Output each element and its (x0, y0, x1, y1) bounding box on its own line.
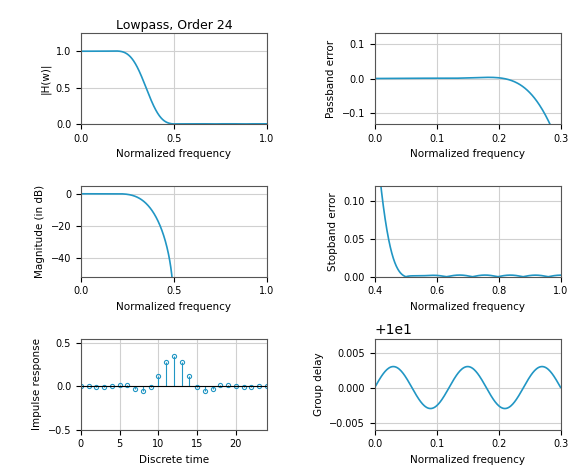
X-axis label: Normalized frequency: Normalized frequency (410, 149, 525, 159)
Y-axis label: Impulse response: Impulse response (32, 338, 42, 430)
X-axis label: Discrete time: Discrete time (139, 455, 209, 465)
X-axis label: Normalized frequency: Normalized frequency (116, 302, 231, 312)
Y-axis label: Passband error: Passband error (326, 40, 336, 118)
Y-axis label: Stopband error: Stopband error (328, 192, 338, 270)
Y-axis label: Group delay: Group delay (314, 352, 324, 416)
Title: Lowpass, Order 24: Lowpass, Order 24 (116, 19, 232, 32)
Y-axis label: Magnitude (in dB): Magnitude (in dB) (35, 185, 45, 278)
Y-axis label: |H(w)|: |H(w)| (40, 63, 50, 94)
X-axis label: Normalized frequency: Normalized frequency (410, 455, 525, 465)
X-axis label: Normalized frequency: Normalized frequency (410, 302, 525, 312)
X-axis label: Normalized frequency: Normalized frequency (116, 149, 231, 159)
